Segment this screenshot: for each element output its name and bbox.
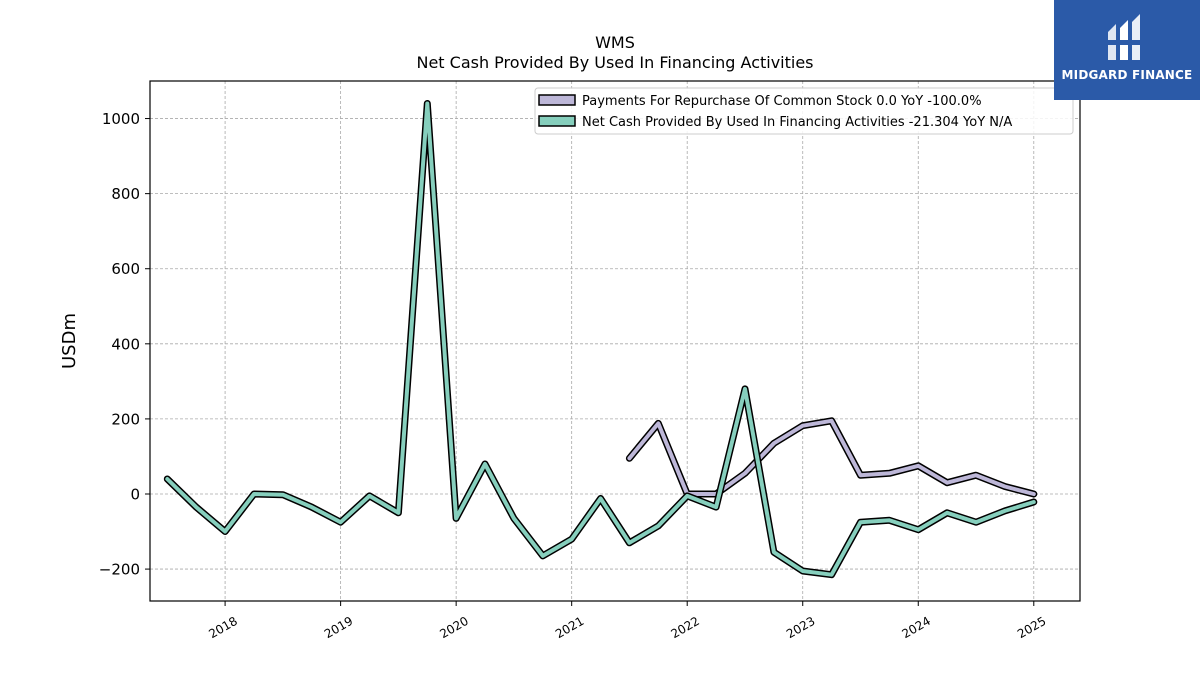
brand-logo: MIDGARD FINANCE <box>1054 0 1200 100</box>
x-tick-label: 2018 <box>206 614 239 641</box>
y-tick-label: 200 <box>111 410 140 428</box>
legend-box <box>534 87 1074 135</box>
legend-swatch <box>538 115 576 127</box>
x-tick-label: 2021 <box>553 614 586 641</box>
y-tick-label: 1000 <box>102 110 140 128</box>
y-tick-label: 800 <box>111 185 140 203</box>
series-line-2 <box>165 101 1036 577</box>
x-tick-label: 2020 <box>437 614 470 641</box>
x-tick-label: 2023 <box>784 614 817 641</box>
legend-label: Payments For Repurchase Of Common Stock … <box>582 94 982 109</box>
y-axis: −200 0 200 400 600 800 1000 <box>99 110 150 579</box>
series-line-1 <box>627 418 1036 496</box>
x-tick-label: 2025 <box>1015 614 1048 641</box>
chart-title: WMS <box>595 33 635 52</box>
series-outline-1 <box>625 417 1038 498</box>
legend-label: Net Cash Provided By Used In Financing A… <box>582 115 1012 130</box>
legend: Payments For Repurchase Of Common Stock … <box>534 87 1074 135</box>
series-lines <box>163 100 1038 579</box>
y-axis-label: USDm <box>59 313 80 369</box>
y-tick-label: 0 <box>130 485 140 503</box>
grid <box>150 81 1080 601</box>
brand-name: MIDGARD FINANCE <box>1061 68 1193 82</box>
y-tick-label: 400 <box>111 335 140 353</box>
x-tick-label: 2019 <box>322 614 355 641</box>
chart-subtitle: Net Cash Provided By Used In Financing A… <box>416 53 813 72</box>
y-tick-label: −200 <box>99 561 140 579</box>
x-tick-label: 2022 <box>668 614 701 641</box>
x-tick-label: 2024 <box>900 614 933 641</box>
brand-mark-icon <box>1108 14 1140 60</box>
x-axis: 2018 2019 2020 2021 2022 2023 2024 2025 <box>206 601 1049 641</box>
series-outline-2 <box>163 100 1038 579</box>
plot-area-frame <box>149 80 1081 602</box>
legend-swatch <box>538 94 576 106</box>
y-tick-label: 600 <box>111 260 140 278</box>
